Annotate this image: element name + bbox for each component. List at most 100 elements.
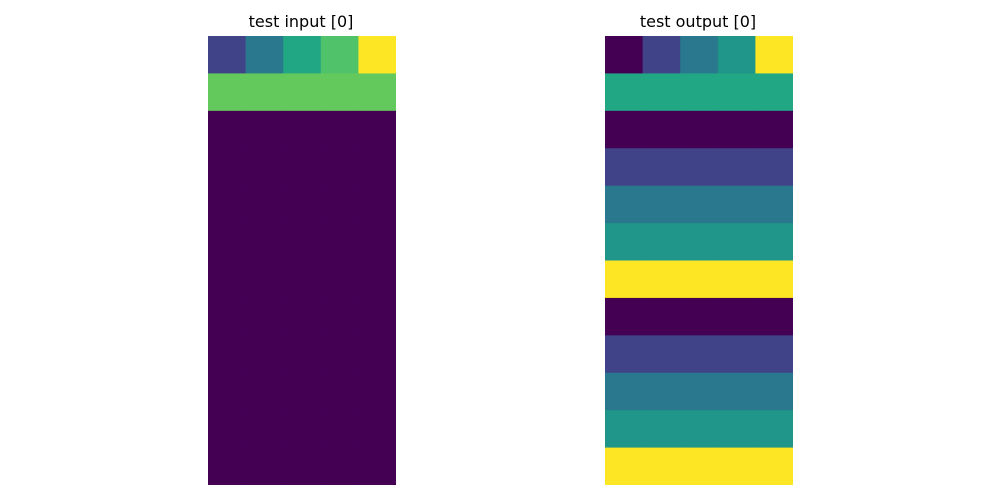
heatmap-output [605, 36, 793, 485]
heatmap-cell [245, 185, 284, 224]
heatmap-cell [358, 36, 396, 74]
heatmap-cell [755, 185, 793, 224]
heatmap-cell [642, 110, 681, 149]
heatmap-cell [245, 410, 284, 449]
heatmap-cell [717, 372, 756, 411]
heatmap-cell [680, 447, 719, 485]
heatmap-cell [642, 260, 681, 299]
heatmap-cell [605, 73, 644, 112]
heatmap-cell [717, 335, 756, 374]
heatmap-cell [283, 110, 322, 149]
chart-title-output: test output [0] [639, 12, 757, 31]
heatmap-cell [605, 260, 644, 299]
heatmap-cell [358, 372, 396, 411]
heatmap-cell [245, 223, 284, 261]
heatmap-cell [680, 110, 719, 149]
heatmap-cell [755, 148, 793, 187]
heatmap-cell [320, 73, 359, 112]
heatmap-cell [245, 335, 284, 374]
heatmap-cell [208, 297, 247, 336]
heatmap-cell [358, 297, 396, 336]
heatmap-cell [680, 185, 719, 224]
heatmap-cell [680, 73, 719, 112]
heatmap-cell [208, 185, 247, 224]
heatmap-cell [717, 447, 756, 485]
heatmap-cell [245, 148, 284, 187]
heatmap-cell [358, 335, 396, 374]
heatmap-cell [283, 372, 322, 411]
heatmap-cell [680, 223, 719, 261]
heatmap-cell [717, 185, 756, 224]
heatmap-cell [605, 447, 644, 485]
heatmap-cell [320, 410, 359, 449]
heatmap-cell [208, 447, 247, 485]
heatmap-cell [717, 148, 756, 187]
heatmap-cell [208, 335, 247, 374]
heatmap-cell [755, 447, 793, 485]
heatmap-cell [642, 185, 681, 224]
heatmap-cell [680, 260, 719, 299]
heatmap-cell [642, 148, 681, 187]
heatmap-cell [717, 410, 756, 449]
heatmap-cell [605, 223, 644, 261]
heatmap-cell [680, 36, 719, 74]
heatmap-cell [245, 260, 284, 299]
heatmap-cell [755, 260, 793, 299]
heatmap-cell [755, 372, 793, 411]
heatmap-cell [245, 36, 284, 74]
heatmap-cell [717, 73, 756, 112]
heatmap-cell [245, 297, 284, 336]
heatmap-cell [283, 185, 322, 224]
heatmap-cell [208, 110, 247, 149]
heatmap-cell [283, 410, 322, 449]
heatmap-cell [642, 73, 681, 112]
heatmap-cell [320, 260, 359, 299]
chart-title-input: test input [0] [248, 12, 354, 31]
heatmap-cell [717, 110, 756, 149]
heatmap-cell [208, 148, 247, 187]
heatmap-cell [245, 447, 284, 485]
heatmap-cell [208, 223, 247, 261]
heatmap-cell [642, 223, 681, 261]
heatmap-cell [755, 297, 793, 336]
heatmap-cell [755, 410, 793, 449]
heatmap-cell [642, 297, 681, 336]
heatmap-cell [755, 335, 793, 374]
heatmap-cell [358, 410, 396, 449]
heatmap-cell [245, 110, 284, 149]
heatmap-cell [320, 447, 359, 485]
heatmap-cell [320, 335, 359, 374]
heatmap-cell [605, 297, 644, 336]
heatmap-cell [358, 447, 396, 485]
heatmap-cell [642, 372, 681, 411]
heatmap-cell [245, 73, 284, 112]
heatmap-input [208, 36, 396, 485]
heatmap-cell [283, 148, 322, 187]
heatmap-cell [358, 148, 396, 187]
heatmap-cell [358, 223, 396, 261]
heatmap-cell [208, 410, 247, 449]
heatmap-cell [358, 110, 396, 149]
heatmap-cell [208, 73, 247, 112]
heatmap-cell [717, 223, 756, 261]
heatmap-cell [320, 148, 359, 187]
heatmap-cell [642, 335, 681, 374]
heatmap-cell [358, 185, 396, 224]
heatmap-cell [642, 36, 681, 74]
heatmap-cell [755, 73, 793, 112]
heatmap-cell [717, 36, 756, 74]
heatmap-cell [680, 297, 719, 336]
heatmap-cell [358, 260, 396, 299]
heatmap-cell [755, 223, 793, 261]
heatmap-cell [283, 73, 322, 112]
heatmap-cell [320, 185, 359, 224]
heatmap-cell [680, 148, 719, 187]
heatmap-cell [642, 447, 681, 485]
heatmap-cell [755, 36, 793, 74]
heatmap-cell [755, 110, 793, 149]
heatmap-cell [283, 335, 322, 374]
heatmap-cell [680, 335, 719, 374]
heatmap-cell [320, 223, 359, 261]
heatmap-cell [320, 36, 359, 74]
heatmap-cell [320, 372, 359, 411]
